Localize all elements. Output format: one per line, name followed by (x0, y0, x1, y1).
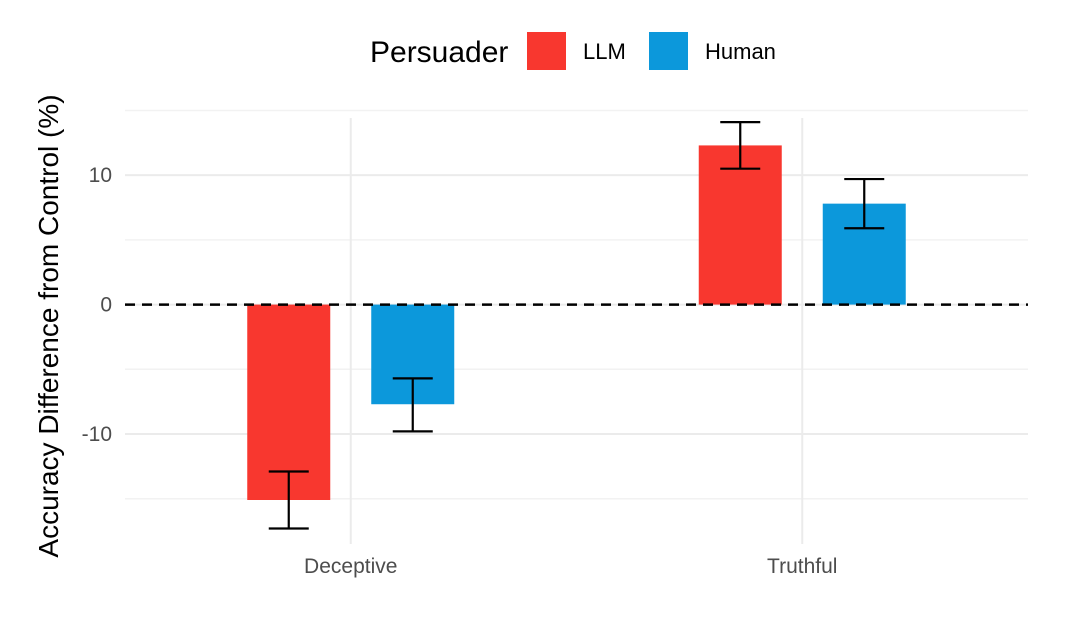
legend-key-human (649, 32, 688, 70)
y-axis-title: Accuracy Difference from Control (%) (33, 94, 64, 557)
legend-label-human: Human (705, 39, 776, 64)
legend-title: Persuader (370, 36, 508, 69)
error-bars (268, 121, 885, 530)
y-tick-label: 10 (89, 164, 112, 187)
legend-label-llm: LLM (583, 39, 626, 64)
x-tick-label: Truthful (767, 555, 837, 578)
tick-labels: -10 0 10 Deceptive Truthful (82, 164, 838, 578)
y-tick-label: -10 (82, 423, 112, 446)
x-tick-label: Deceptive (304, 555, 397, 578)
legend: Persuader LLM Human (370, 32, 776, 70)
legend-items: LLM Human (527, 32, 776, 70)
bar-llm (247, 304, 331, 500)
y-tick-label: 0 (100, 294, 112, 317)
legend-key-llm (527, 32, 566, 70)
bar-llm (698, 145, 782, 305)
bars (247, 145, 906, 500)
